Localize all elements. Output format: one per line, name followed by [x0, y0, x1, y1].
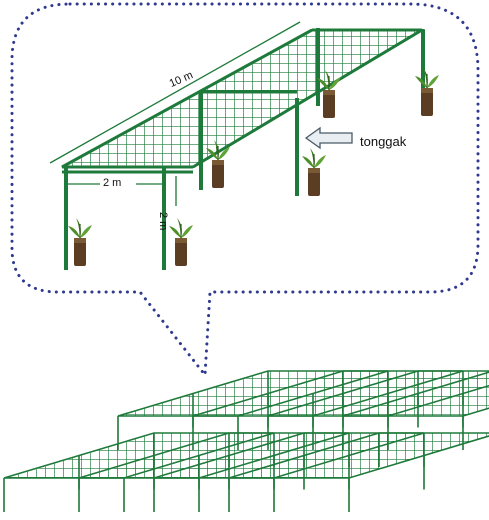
- seedling-pot-icon: [414, 67, 440, 117]
- mini-trellis-unit: [228, 432, 489, 512]
- callout-bubble: [10, 2, 480, 380]
- width-label: 2 m: [103, 177, 122, 189]
- seedling-pot-icon: [67, 217, 93, 267]
- seedling-pot-icon: [301, 147, 327, 197]
- post-label: tonggak: [360, 134, 407, 149]
- trellis-array: [3, 370, 489, 512]
- arrow-right-icon: [304, 126, 353, 150]
- seedling-pot-icon: [168, 217, 194, 267]
- length-dimension-line: [49, 21, 301, 164]
- trellis-detail: [49, 21, 440, 270]
- height-label: 2 m: [157, 212, 169, 231]
